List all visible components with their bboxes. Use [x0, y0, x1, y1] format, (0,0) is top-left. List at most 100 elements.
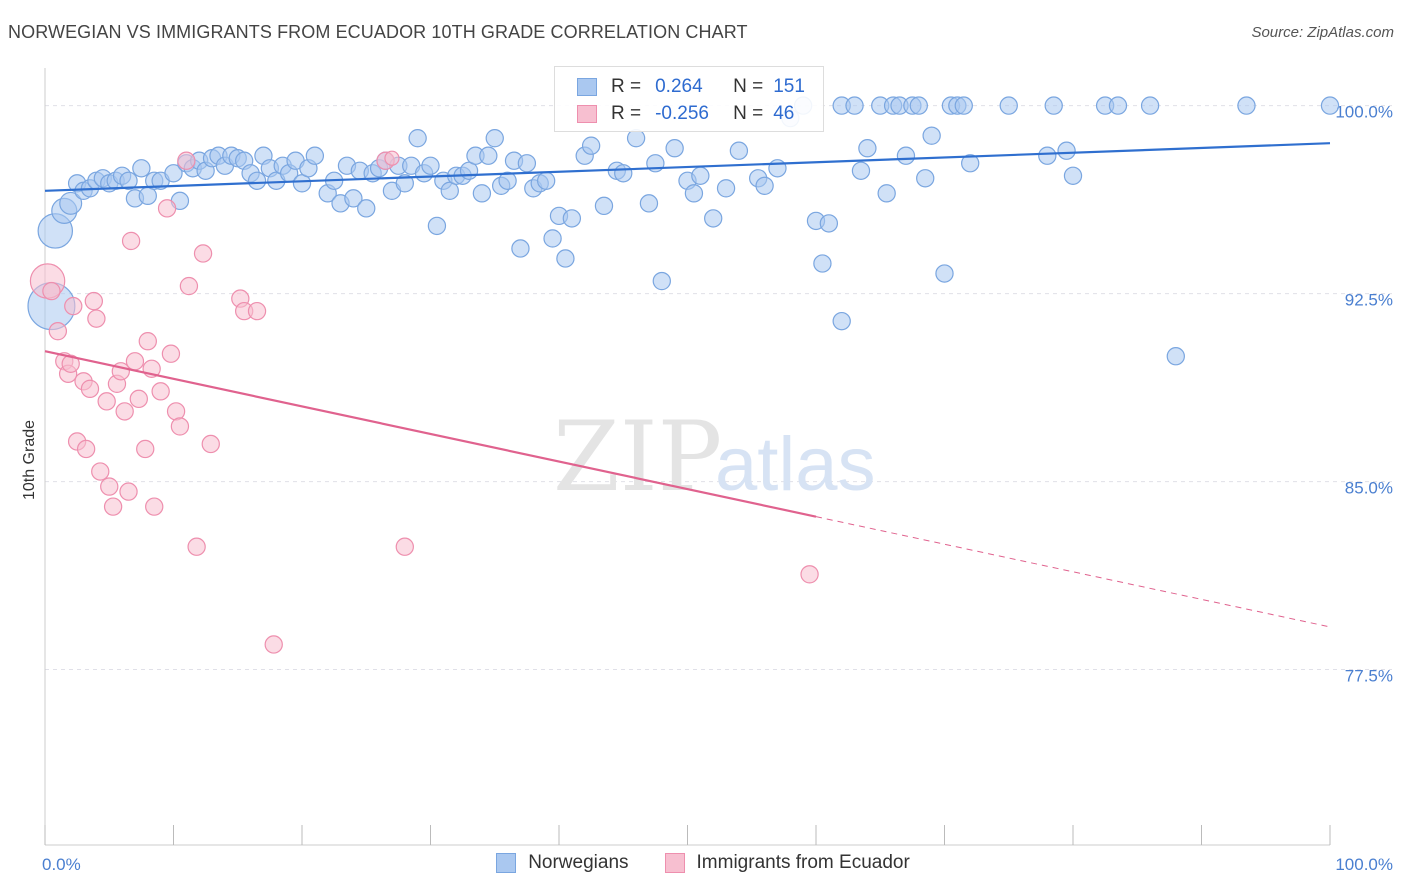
ecuador-point — [187, 537, 206, 556]
ecuador-point — [61, 354, 80, 373]
legend-n-label: N = — [733, 76, 764, 97]
legend-r-value: -0.256 — [655, 103, 709, 124]
norwegians-point — [916, 169, 935, 188]
norwegians-point — [684, 184, 704, 203]
ecuador-point — [91, 462, 110, 481]
norwegians-point — [408, 129, 427, 148]
norwegians-point — [1140, 96, 1160, 115]
ecuador-point — [84, 291, 104, 311]
ecuador-point — [247, 301, 267, 321]
norwegians-point — [665, 139, 684, 158]
norwegians-point — [1237, 96, 1256, 115]
norwegians-point — [132, 159, 151, 178]
trend-lines — [44, 142, 1331, 628]
chart-title: NORWEGIAN VS IMMIGRANTS FROM ECUADOR 10T… — [8, 22, 748, 42]
norwegians-point — [427, 216, 447, 236]
norwegians-point — [755, 176, 774, 195]
ecuador-point — [161, 344, 181, 363]
norwegians-point — [961, 154, 980, 173]
ecuador-point — [121, 231, 141, 251]
norwegians-point — [511, 239, 530, 258]
legend-swatch-blue — [496, 853, 517, 873]
ecuador-point — [97, 392, 116, 411]
trend-line — [44, 142, 1331, 192]
legend-swatch-pink — [577, 105, 597, 123]
norwegians-point — [877, 184, 896, 203]
norwegians-point — [999, 96, 1018, 115]
ecuador-point — [151, 382, 170, 401]
ecuador-point — [103, 497, 123, 516]
y-tick-label: 92.5% — [1345, 291, 1393, 310]
norwegians-point — [1108, 96, 1128, 115]
ecuador-point — [264, 635, 283, 654]
norwegians-point — [704, 209, 723, 228]
ecuador-point — [115, 402, 134, 421]
norwegians-point — [119, 171, 138, 190]
norwegians-point — [472, 184, 492, 203]
watermark-zip: ZIP — [553, 401, 722, 513]
trend-line — [44, 350, 817, 518]
ecuador-point — [193, 244, 213, 263]
ecuador-point — [201, 434, 220, 454]
norwegians-point — [357, 199, 376, 218]
norwegians-point — [1063, 166, 1083, 185]
norwegians-point — [59, 191, 83, 215]
axes: 100.0% 92.5% 85.0% 77.5% 0.0% 100.0% — [42, 68, 1393, 874]
ecuador-point — [48, 321, 68, 341]
norwegians-point — [819, 214, 839, 233]
watermark-atlas: atlas — [715, 422, 876, 507]
watermark: ZIP atlas — [553, 401, 876, 513]
norwegians-point — [768, 159, 787, 178]
norwegians-point — [1057, 141, 1076, 160]
norwegians-point — [1038, 146, 1057, 165]
norwegians-point — [581, 136, 601, 155]
norwegians-point — [556, 249, 575, 268]
series-legend: Norwegians Immigrants from Ecuador — [0, 852, 1406, 874]
legend-label-norwegians: Norwegians — [528, 852, 629, 873]
ecuador-point — [42, 281, 61, 301]
norwegians-point — [858, 139, 877, 158]
ecuador-point — [136, 439, 155, 459]
norwegians-point — [922, 126, 941, 145]
norwegians-point — [594, 196, 614, 216]
y-tick-label: 77.5% — [1345, 667, 1393, 686]
ecuador-point — [166, 402, 186, 421]
legend-swatch-blue — [577, 78, 597, 96]
legend-n-value: 46 — [773, 103, 795, 124]
ecuador-point — [64, 296, 83, 316]
norwegians-point — [691, 166, 710, 185]
norwegians-point — [1320, 96, 1340, 115]
norwegians-point — [562, 209, 582, 228]
ecuador-point — [384, 150, 400, 166]
ecuador-point — [179, 276, 199, 296]
ecuador-point — [145, 497, 164, 516]
norwegians-point — [832, 311, 851, 331]
norwegians-point — [845, 96, 864, 115]
norwegians-point — [517, 154, 537, 173]
ecuador-point — [80, 379, 100, 399]
norwegians-point — [485, 129, 504, 148]
legend-item-norwegians: Norwegians — [496, 852, 629, 874]
y-tick-label: 85.0% — [1345, 479, 1393, 498]
ecuador-point — [177, 151, 196, 170]
norwegians-point — [543, 229, 562, 248]
norwegians-point — [395, 174, 414, 193]
norwegians-point — [813, 254, 832, 273]
legend-r-label: R = — [611, 103, 642, 124]
x-tick-label: 100.0% — [1335, 855, 1393, 874]
ecuador-point — [395, 537, 414, 556]
norwegians-point — [536, 171, 556, 190]
norwegians-point — [626, 129, 646, 148]
legend-item-ecuador: Immigrants from Ecuador — [664, 852, 910, 874]
x-tick-label: 0.0% — [42, 855, 81, 874]
ecuador-point — [125, 352, 145, 371]
legend-row-ecuador: R = -0.256 N = 46 — [577, 101, 794, 127]
norwegians-point — [421, 156, 440, 175]
legend-row-norwegians: R = 0.264 N = 151 — [577, 74, 805, 100]
ecuador-point — [800, 565, 819, 584]
legend-swatch-pink — [664, 853, 685, 873]
source-label: Source: ZipAtlas.com — [1251, 24, 1394, 41]
norwegians-point — [909, 96, 928, 115]
norwegians-points — [27, 96, 1340, 366]
